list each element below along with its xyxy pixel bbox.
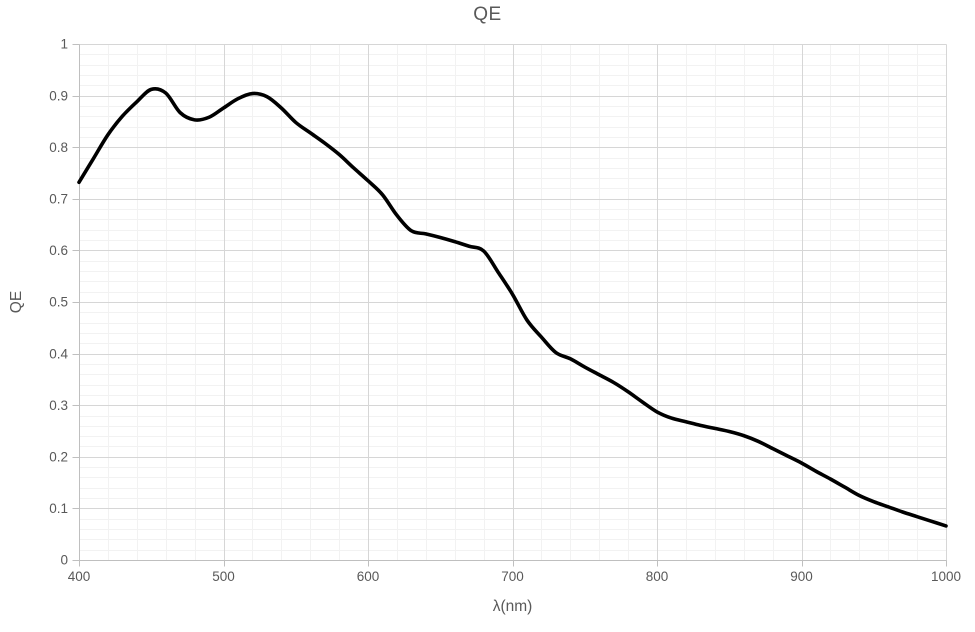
y-tick-label: 0.8 <box>49 140 68 155</box>
y-tick-label: 0.1 <box>49 501 68 516</box>
y-tick-label: 0.9 <box>49 88 68 103</box>
chart-title: QE <box>473 4 502 25</box>
y-tick-label: 0.3 <box>49 398 68 413</box>
x-axis-title: λ(nm) <box>492 598 533 615</box>
y-tick-label: 0.5 <box>49 295 68 310</box>
x-tick-label: 600 <box>357 569 380 584</box>
x-tick-label: 400 <box>68 569 91 584</box>
y-tick-label: 0.4 <box>49 346 68 361</box>
y-tick-label: 0 <box>60 553 68 568</box>
y-tick-label: 0.6 <box>49 243 68 258</box>
x-tick-label: 700 <box>501 569 524 584</box>
y-tick-label: 0.7 <box>49 192 68 207</box>
y-tick-label: 1 <box>60 37 68 52</box>
x-tick-label: 500 <box>212 569 235 584</box>
y-tick-label: 0.2 <box>49 450 68 465</box>
x-tick-label: 1000 <box>931 569 961 584</box>
qe-curve <box>77 87 948 528</box>
x-tick-label: 900 <box>790 569 813 584</box>
x-tick-label: 800 <box>646 569 669 584</box>
